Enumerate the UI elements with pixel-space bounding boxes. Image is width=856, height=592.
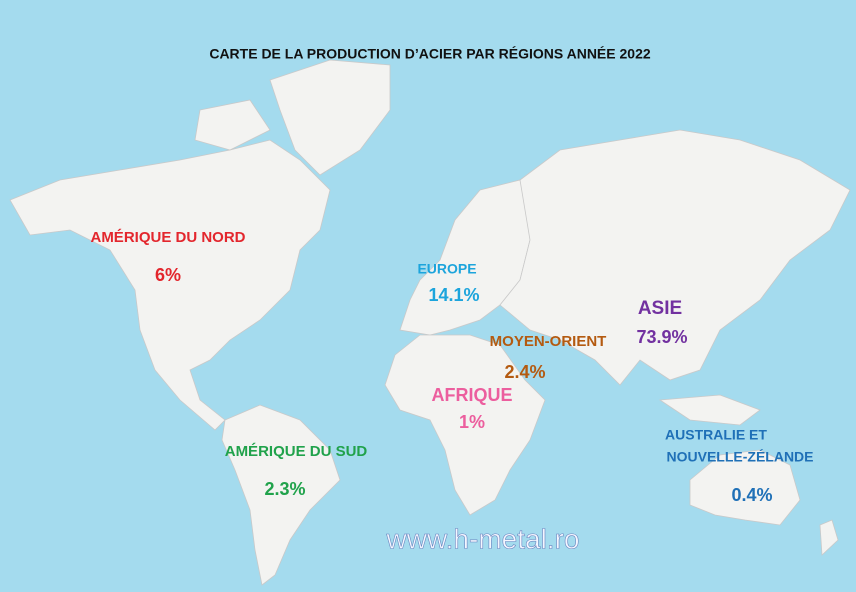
region-name: AUSTRALIE ET — [665, 427, 767, 443]
region-value: 2.3% — [264, 479, 305, 499]
region-name: AFRIQUE — [432, 385, 513, 405]
map-title: CARTE DE LA PRODUCTION D’ACIER PAR RÉGIO… — [209, 46, 651, 62]
region-name: NOUVELLE-ZÉLANDE — [667, 449, 814, 465]
region-name: AMÉRIQUE DU NORD — [90, 229, 245, 246]
region-name: EUROPE — [417, 261, 476, 277]
region-value: 6% — [155, 265, 181, 285]
region-name: ASIE — [638, 298, 682, 319]
region-value: 1% — [459, 412, 485, 432]
land — [9, 59, 851, 586]
region-value: 14.1% — [428, 285, 479, 305]
region-name: MOYEN-ORIENT — [490, 333, 607, 350]
region-value: 0.4% — [731, 485, 772, 505]
region-value: 73.9% — [636, 327, 687, 347]
website: www.h-metal.ro — [386, 523, 580, 554]
region-name: AMÉRIQUE DU SUD — [225, 443, 368, 460]
region-value: 2.4% — [504, 362, 545, 382]
